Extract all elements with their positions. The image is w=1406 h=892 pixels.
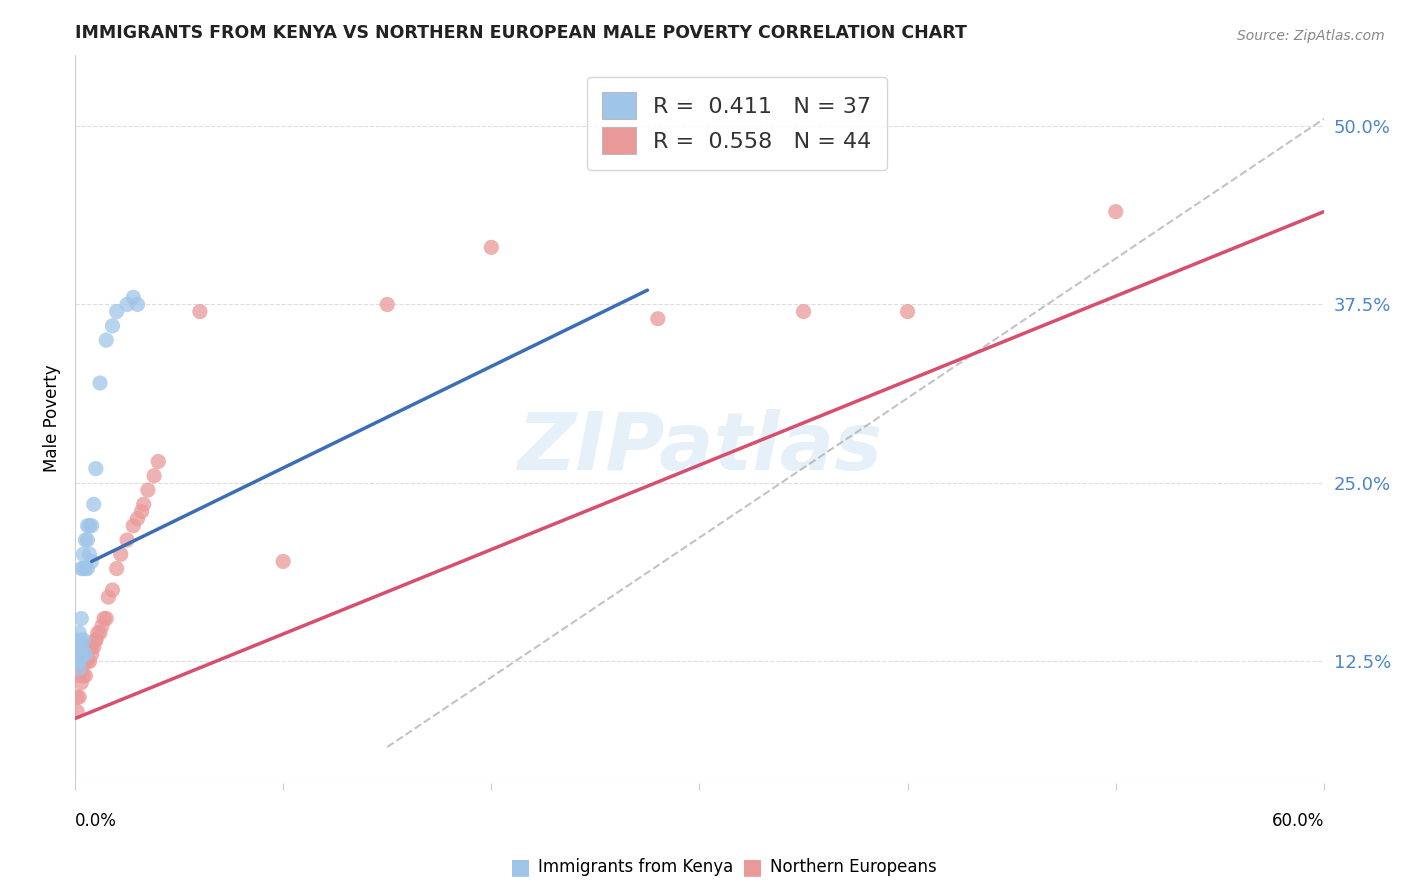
Point [115, 533, 138, 547]
Point [66, 632, 89, 647]
Point [66, 647, 89, 661]
Point [110, 547, 132, 561]
Point [80, 518, 103, 533]
Legend: R =  0.411   N = 37, R =  0.558   N = 44: R = 0.411 N = 37, R = 0.558 N = 44 [586, 77, 887, 169]
Point [66, 640, 89, 654]
Point [76, 561, 98, 575]
Point [115, 297, 138, 311]
Point [70, 675, 93, 690]
Point [76, 533, 98, 547]
Point [136, 483, 159, 497]
Point [97, 590, 120, 604]
Text: Source: ZipAtlas.com: Source: ZipAtlas.com [1237, 29, 1385, 43]
Text: Immigrants from Kenya: Immigrants from Kenya [538, 858, 734, 876]
Point [127, 511, 149, 525]
Point [80, 554, 103, 568]
Point [122, 290, 145, 304]
Point [647, 311, 669, 326]
Point [75, 533, 97, 547]
Point [70, 661, 93, 675]
Point [72, 647, 94, 661]
Point [76, 640, 98, 654]
Point [67, 690, 90, 704]
Point [87, 625, 110, 640]
Point [70, 611, 93, 625]
Point [72, 632, 94, 647]
Point [70, 640, 93, 654]
Text: 0.0%: 0.0% [75, 813, 117, 830]
Text: IMMIGRANTS FROM KENYA VS NORTHERN EUROPEAN MALE POVERTY CORRELATION CHART: IMMIGRANTS FROM KENYA VS NORTHERN EUROPE… [75, 24, 967, 42]
Point [72, 668, 94, 682]
Point [127, 297, 149, 311]
Point [80, 647, 103, 661]
Point [96, 611, 118, 625]
Point [375, 297, 398, 311]
Point [70, 561, 93, 575]
Point [793, 304, 815, 318]
Point [105, 304, 128, 318]
Point [66, 690, 89, 704]
Point [80, 640, 103, 654]
Point [79, 518, 101, 533]
Text: 60.0%: 60.0% [1271, 813, 1324, 830]
Point [271, 554, 294, 568]
Point [96, 333, 118, 347]
Point [79, 547, 101, 561]
Point [132, 497, 155, 511]
Point [67, 654, 90, 668]
Point [70, 632, 93, 647]
Point [1105, 204, 1128, 219]
Point [131, 504, 153, 518]
Point [83, 497, 105, 511]
Point [91, 618, 114, 632]
Point [93, 611, 115, 625]
Point [605, 133, 627, 147]
Point [897, 304, 920, 318]
Text: ■: ■ [510, 857, 530, 877]
Point [75, 654, 97, 668]
Point [67, 647, 90, 661]
Point [70, 647, 93, 661]
Point [79, 654, 101, 668]
Point [72, 547, 94, 561]
Point [105, 561, 128, 575]
Point [188, 304, 211, 318]
Point [143, 468, 166, 483]
Point [67, 668, 90, 682]
Point [84, 632, 107, 647]
Point [89, 376, 111, 390]
Point [84, 461, 107, 475]
Point [76, 654, 98, 668]
Point [83, 640, 105, 654]
Point [148, 454, 170, 468]
Point [75, 668, 97, 682]
Point [84, 632, 107, 647]
Point [101, 318, 124, 333]
Point [479, 240, 502, 254]
Text: ZIPatlas: ZIPatlas [517, 409, 882, 487]
Point [66, 704, 89, 718]
Text: Northern Europeans: Northern Europeans [770, 858, 938, 876]
Point [72, 654, 94, 668]
Y-axis label: Male Poverty: Male Poverty [44, 365, 60, 473]
Point [89, 625, 111, 640]
Point [101, 582, 124, 597]
Text: ■: ■ [742, 857, 762, 877]
Point [66, 654, 89, 668]
Point [122, 518, 145, 533]
Point [76, 518, 98, 533]
Point [72, 561, 94, 575]
Point [79, 640, 101, 654]
Point [67, 625, 90, 640]
Point [67, 661, 90, 675]
Point [75, 647, 97, 661]
Point [75, 561, 97, 575]
